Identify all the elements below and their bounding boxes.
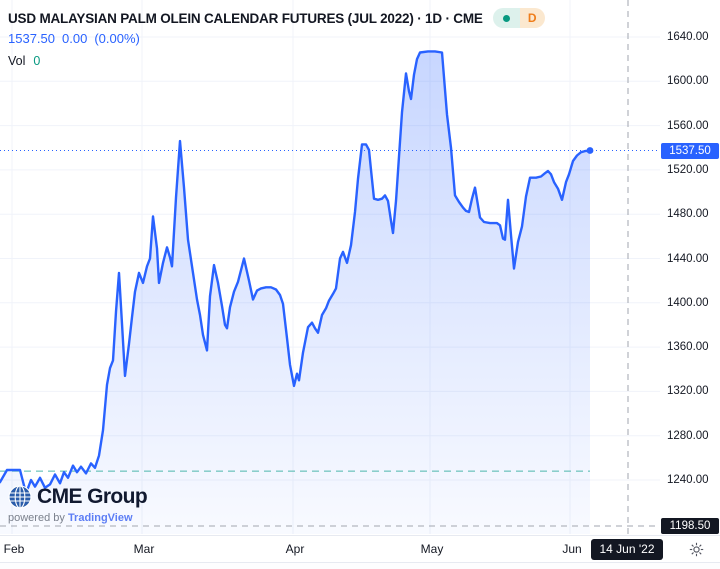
price-change-percent: (0.00%)	[94, 31, 140, 46]
market-status-dot-segment	[492, 8, 520, 28]
y-axis-label: 1400.00	[667, 296, 709, 309]
market-status-badge[interactable]: D	[492, 8, 545, 28]
x-axis-label: Feb	[3, 542, 25, 556]
price-change-value: 0.00	[62, 31, 88, 46]
y-axis-label: 1520.00	[667, 163, 709, 176]
chart-svg[interactable]	[0, 0, 660, 535]
volume-value: 0	[33, 54, 41, 68]
current-price-axis-badge: 1537.50	[661, 142, 719, 159]
y-axis-label: 1640.00	[667, 31, 709, 43]
price-axis[interactable]: 1537.50 1198.50 1640.00 1600.00 1560.00 152…	[660, 0, 720, 535]
footer-branding: CME Group powered by TradingView	[8, 485, 148, 524]
price-line-series	[0, 50, 592, 495]
x-axis-label: May	[420, 542, 444, 556]
y-axis-label: 1320.00	[667, 385, 709, 398]
cme-globe-icon	[8, 485, 32, 509]
y-axis-label: 1240.00	[667, 474, 709, 486]
y-axis-label: 1360.00	[667, 341, 709, 354]
chart-legend: USD MALAYSIAN PALM OLEIN CALENDAR FUTURE…	[8, 7, 545, 69]
crosshair-price-axis-badge: 1198.50	[661, 517, 719, 534]
area-fill	[0, 51, 590, 535]
x-axis-label: Mar	[133, 542, 155, 556]
x-axis-label: Jun	[562, 542, 582, 556]
bottom-strip	[0, 562, 720, 569]
powered-by-label: powered by	[8, 512, 65, 524]
gear-icon[interactable]	[689, 542, 704, 557]
y-axis-label: 1560.00	[667, 119, 709, 132]
market-open-dot-icon	[502, 14, 510, 22]
volume-label: Vol	[8, 54, 26, 68]
y-axis-label: 1600.00	[667, 75, 709, 88]
y-axis-label: 1280.00	[667, 429, 709, 442]
last-price-value: 1537.50	[8, 31, 55, 46]
chart-pane[interactable]: USD MALAYSIAN PALM OLEIN CALENDAR FUTURE…	[0, 0, 660, 535]
price-readout: 1537.50 0.00 (0.00%)	[8, 31, 545, 49]
x-axis-label: Apr	[285, 542, 305, 556]
last-point-dot	[586, 147, 594, 154]
time-axis[interactable]: 14 Jun '22 Feb Mar Apr May Jun	[0, 535, 720, 562]
tradingview-link[interactable]: TradingView	[67, 512, 133, 524]
cme-group-logo-text: CME Group	[37, 485, 148, 508]
y-axis-label: 1440.00	[667, 252, 709, 265]
symbol-title[interactable]: USD MALAYSIAN PALM OLEIN CALENDAR FUTURE…	[8, 10, 483, 26]
crosshair-date-badge: 14 Jun '22	[591, 539, 663, 560]
y-axis-label: 1480.00	[667, 208, 709, 221]
delayed-data-badge: D	[519, 8, 545, 28]
